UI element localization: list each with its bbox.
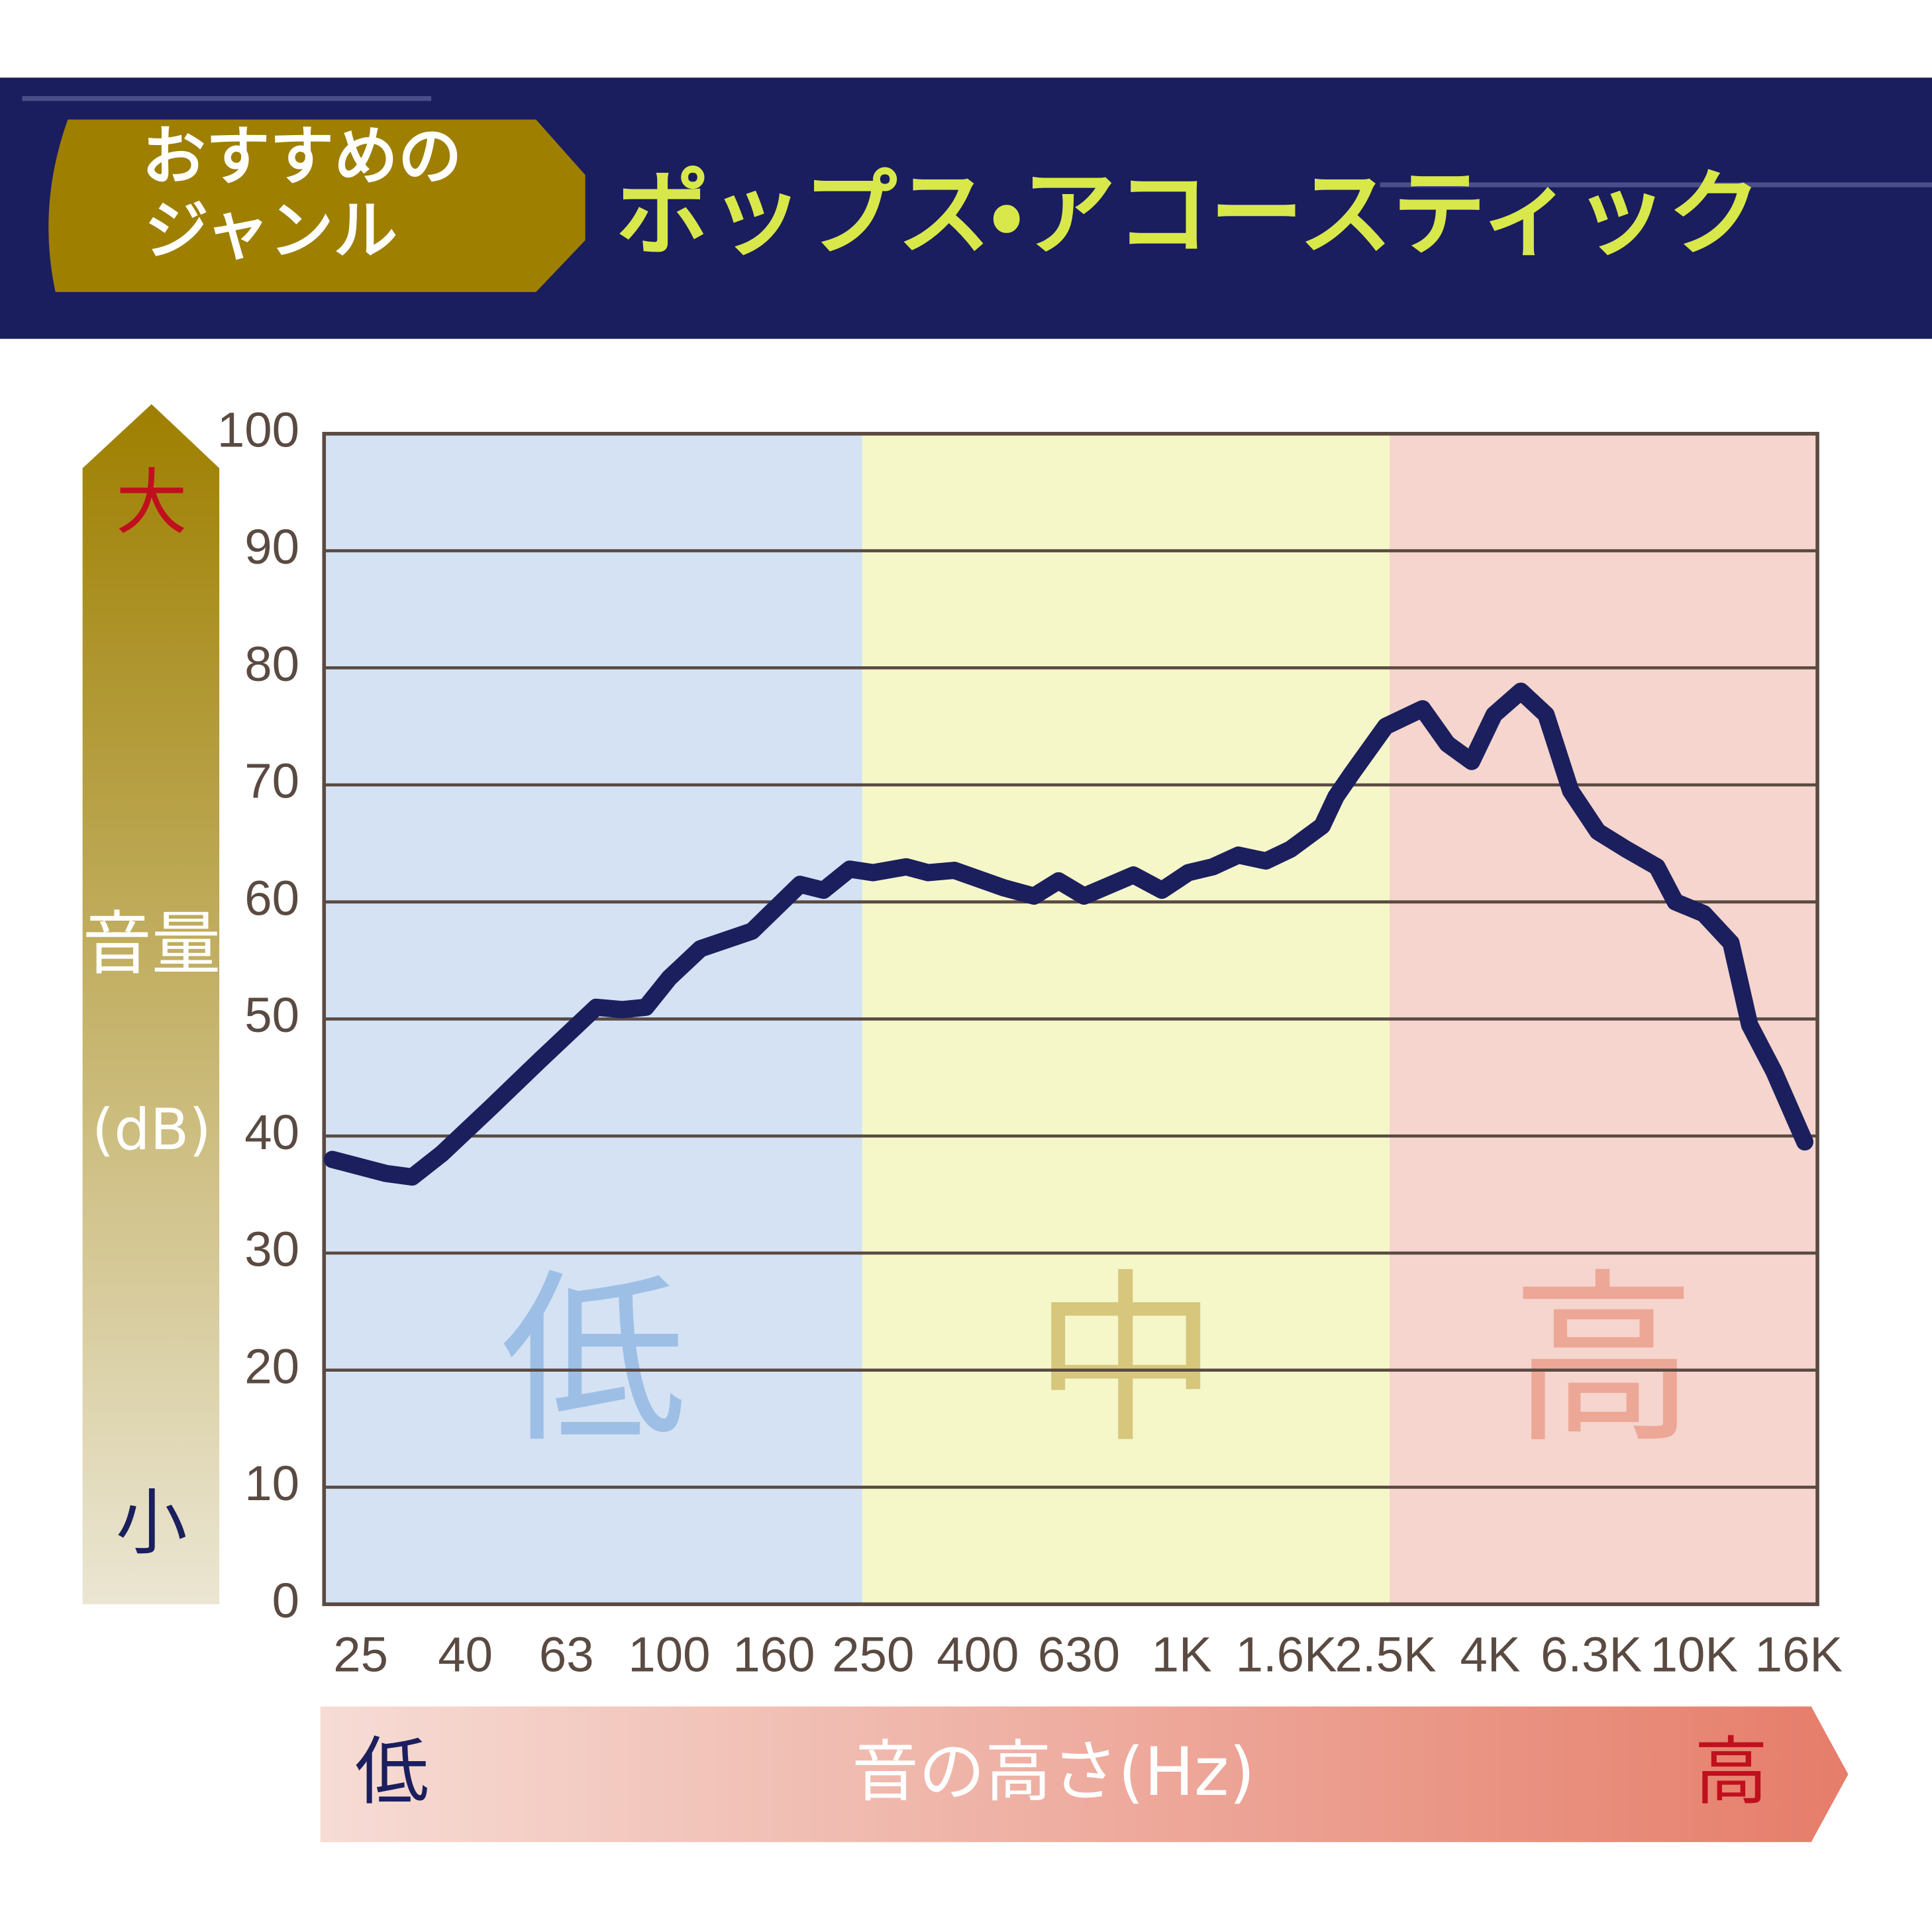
x-axis-arrow	[320, 1706, 1849, 1843]
y-tick-label: 30	[244, 1222, 299, 1277]
y-tick-label: 100	[217, 402, 299, 457]
x-tick-label: 160	[733, 1627, 815, 1682]
genre-label: ジャンル	[144, 193, 397, 268]
x-tick-label: 100	[628, 1627, 710, 1682]
plot-frame	[322, 432, 1819, 1606]
y-axis-label: 音量	[83, 903, 221, 984]
y-low-label: 小	[116, 1482, 187, 1565]
x-tick-label: 16K	[1755, 1627, 1843, 1682]
x-tick-label: 1.6K	[1236, 1627, 1337, 1682]
region-label: 低	[501, 1253, 686, 1468]
y-tick-label: 90	[244, 519, 299, 574]
x-axis-label: 音の高さ(Hz)	[852, 1733, 1254, 1811]
y-tick-label: 20	[244, 1339, 299, 1394]
y-axis-label: (dB)	[92, 1097, 211, 1163]
y-tick-label: 60	[244, 870, 299, 925]
data-line	[323, 682, 1813, 1186]
region-label: 高	[1511, 1253, 1696, 1468]
y-tick-label: 50	[244, 988, 299, 1042]
genre-label: おすすめの	[142, 119, 462, 194]
plot-area: 低 中 高 0 10 20 30 40 50 60 70 80 90 100 25 40 63 100 160 250…	[217, 402, 1843, 1682]
x-tick-label: 2.5K	[1335, 1627, 1437, 1682]
y-axis-arrow	[82, 404, 220, 1605]
region-label: 中	[1033, 1253, 1218, 1468]
x-high-label: 高	[1694, 1729, 1768, 1815]
x-tick-label: 250	[832, 1627, 914, 1682]
x-low-label: 低	[355, 1729, 429, 1815]
x-tick-label: 25	[333, 1627, 388, 1682]
y-tick-label: 70	[244, 754, 299, 809]
genre-tag	[48, 119, 585, 292]
x-tick-label: 1K	[1152, 1627, 1212, 1682]
x-tick-label: 6.3K	[1541, 1627, 1642, 1682]
y-tick-label: 40	[244, 1105, 299, 1160]
chart-title: ポップス・アコースティック	[616, 160, 1761, 269]
y-high-label: 大	[116, 462, 187, 544]
x-tick-label: 400	[937, 1627, 1019, 1682]
y-tick-label: 80	[244, 636, 299, 691]
x-tick-label: 4K	[1460, 1627, 1520, 1682]
y-tick-label: 10	[244, 1456, 299, 1511]
x-tick-label: 40	[438, 1627, 493, 1682]
y-tick-label: 0	[272, 1573, 299, 1628]
x-tick-label: 10K	[1651, 1627, 1738, 1682]
x-tick-label: 63	[539, 1627, 594, 1682]
x-tick-label: 630	[1038, 1627, 1120, 1682]
